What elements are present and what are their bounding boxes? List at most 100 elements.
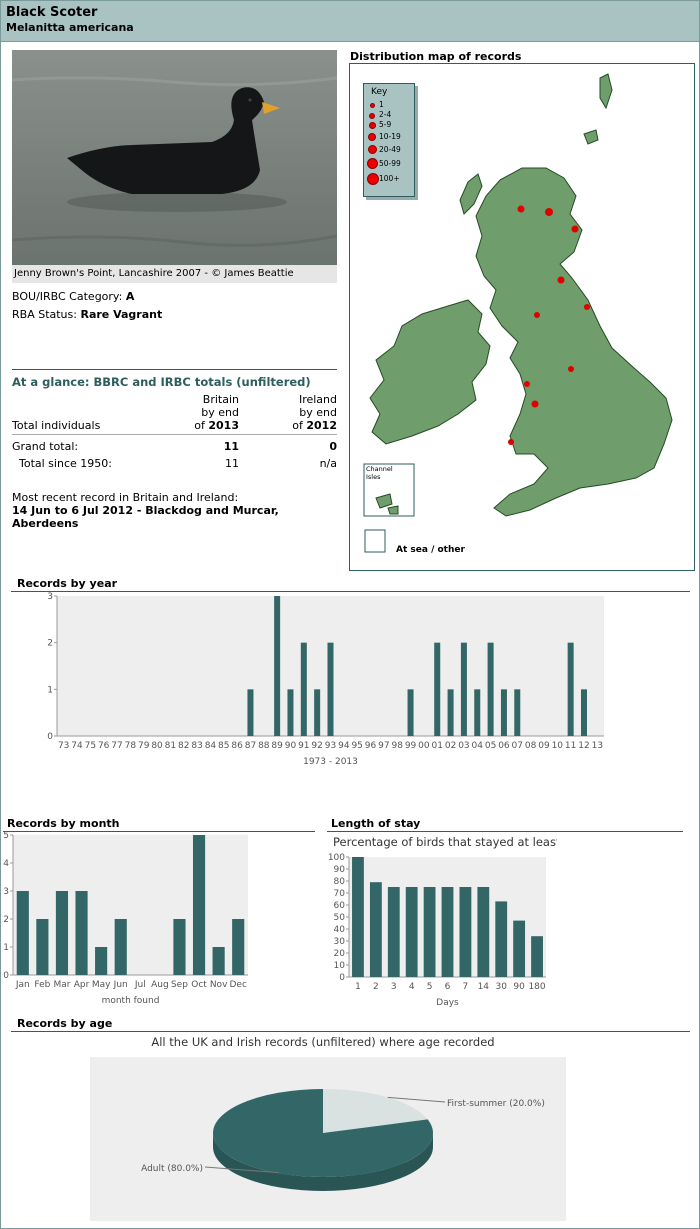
year-chart-title: Records by year [17, 577, 118, 590]
key-item-5: 20-49 [379, 145, 401, 154]
key-item-3: 5-9 [379, 120, 392, 129]
bar [531, 936, 543, 977]
x-tick-label: 86 [231, 741, 243, 751]
ireland-col-of: of [292, 419, 303, 432]
bar [513, 920, 526, 977]
y-tick-label: 3 [3, 887, 9, 897]
bar [514, 689, 521, 736]
x-tick-label: 79 [138, 741, 150, 751]
x-tick-label: 05 [485, 741, 496, 751]
x-tick-label: 1 [355, 982, 361, 992]
x-axis-label: month found [102, 996, 160, 1006]
category-value: A [125, 290, 135, 303]
x-tick-label: 88 [258, 741, 270, 751]
category-row: BOU/IRBC Category: A [12, 290, 134, 303]
record-dot [557, 276, 565, 284]
x-tick-label: Jul [134, 980, 146, 990]
britain-col-l3: of 2013 [181, 419, 239, 432]
record-dot [508, 439, 514, 445]
y-tick-label: 100 [328, 853, 345, 863]
y-tick-label: 80 [334, 877, 346, 887]
sea-box [364, 529, 386, 553]
bar [192, 835, 206, 975]
rba-value: Rare Vagrant [80, 308, 163, 321]
age-chart-rule [11, 1031, 690, 1032]
bar [274, 596, 281, 736]
bar [487, 642, 494, 736]
key-item-4: 10-19 [379, 132, 401, 141]
key-dot-4 [368, 133, 376, 141]
x-tick-label: 02 [445, 741, 456, 751]
bar [405, 887, 418, 977]
record-dot [534, 312, 540, 318]
y-tick-label: 60 [334, 901, 346, 911]
channel-isles-label-1: Channel [366, 465, 393, 473]
x-tick-label: 06 [498, 741, 510, 751]
recent-record-value: 14 Jun to 6 Jul 2012 - Blackdog and Murc… [12, 504, 279, 530]
y-tick-label: 5 [3, 831, 9, 841]
x-tick-label: 04 [472, 741, 484, 751]
record-dot [584, 304, 590, 310]
key-item-7: 100+ [379, 174, 400, 183]
bar [434, 642, 441, 736]
pie-slice [323, 1089, 428, 1133]
key-dot-5 [368, 145, 377, 154]
record-dot [571, 225, 579, 233]
map-key: Key 1 2-4 5-9 10-19 20-49 50-99 100+ [363, 83, 415, 197]
bar [55, 891, 69, 975]
x-tick-label: 91 [298, 741, 309, 751]
orkney-land [583, 129, 599, 145]
x-tick-label: 4 [409, 982, 415, 992]
x-axis-label: 1973 - 2013 [303, 757, 358, 767]
x-tick-label: 76 [98, 741, 110, 751]
x-tick-label: 5 [427, 982, 433, 992]
x-tick-label: 95 [351, 741, 362, 751]
bar [247, 689, 254, 736]
recent-record-line2: Aberdeens [12, 517, 79, 530]
chart-subtitle: Percentage of birds that stayed at least… [333, 835, 557, 849]
key-title: Key [371, 87, 388, 97]
rba-row: RBA Status: Rare Vagrant [12, 308, 162, 321]
bar [447, 689, 454, 736]
x-tick-label: Apr [74, 980, 90, 990]
ireland-land [369, 299, 491, 445]
x-tick-label: 85 [218, 741, 229, 751]
x-tick-label: 03 [458, 741, 469, 751]
x-tick-label: 01 [432, 741, 443, 751]
ireland-col-l2: by end [299, 406, 337, 419]
y-tick-label: 70 [334, 889, 346, 899]
label-leader [204, 1166, 279, 1174]
stay-chart-rule [327, 831, 683, 832]
x-tick-label: Feb [34, 980, 50, 990]
key-item-6: 50-99 [379, 159, 401, 168]
x-tick-label: Aug [151, 980, 169, 990]
x-tick-label: 11 [565, 741, 576, 751]
britain-col-l1: Britain [202, 393, 239, 406]
grand-total-britain: 11 [223, 440, 239, 453]
x-tick-label: 10 [552, 741, 564, 751]
pie-label: First-summer (20.0%) [447, 1099, 545, 1109]
y-tick-label: 1 [47, 685, 53, 695]
bar [423, 887, 436, 977]
x-tick-label: 09 [538, 741, 550, 751]
x-tick-label: 84 [205, 741, 217, 751]
record-dot [531, 400, 539, 408]
x-tick-label: Nov [210, 980, 228, 990]
y-tick-label: 2 [47, 639, 53, 649]
x-tick-label: 83 [191, 741, 202, 751]
recent-record-label: Most recent record in Britain and Irelan… [12, 491, 239, 504]
category-label: BOU/IRBC Category: [12, 290, 123, 303]
britain-col-of: of [194, 419, 205, 432]
record-dots [508, 205, 590, 445]
x-tick-label: 73 [58, 741, 69, 751]
key-dot-1 [370, 103, 375, 108]
x-tick-label: 87 [245, 741, 256, 751]
x-tick-label: 75 [85, 741, 96, 751]
x-tick-label: 180 [528, 982, 545, 992]
bar [441, 887, 454, 977]
bar [460, 642, 467, 736]
bar [352, 857, 364, 977]
x-tick-label: Mar [53, 980, 70, 990]
y-tick-label: 4 [3, 859, 9, 869]
x-tick-label: 97 [378, 741, 389, 751]
